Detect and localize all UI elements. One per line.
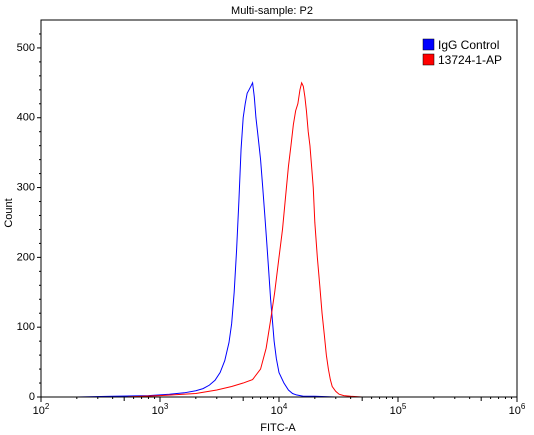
x-tick-label: 104	[271, 402, 288, 417]
x-tick-exponent: 5	[402, 402, 407, 411]
legend-swatch	[422, 38, 435, 51]
y-axis: 0 100 200 300 400 500	[17, 33, 41, 403]
x-tick-label: 105	[390, 402, 407, 417]
y-tick-label: 0	[29, 391, 35, 403]
y-tick-label: 400	[17, 112, 35, 124]
x-tick-mantissa: 10	[271, 405, 283, 417]
x-tick-exponent: 2	[45, 402, 50, 411]
y-tick-label: 500	[17, 42, 35, 54]
x-tick-label: 102	[33, 402, 50, 417]
x-axis-title: FITC-A	[260, 422, 296, 434]
y-axis-title: Count	[3, 198, 15, 227]
chart-title: Multi-sample: P2	[231, 5, 313, 17]
x-axis: 102 103 104 105 106	[33, 397, 526, 417]
x-tick-exponent: 6	[521, 402, 526, 411]
x-tick-exponent: 4	[283, 402, 288, 411]
x-tick-label: 106	[509, 402, 526, 417]
legend-swatch	[422, 53, 435, 66]
series-line	[76, 81, 482, 398]
x-tick-mantissa: 10	[390, 405, 402, 417]
y-tick-label: 100	[17, 321, 35, 333]
data-layer	[76, 81, 482, 398]
x-tick-mantissa: 10	[33, 405, 45, 417]
y-tick-label: 300	[17, 181, 35, 193]
x-tick-mantissa: 10	[509, 405, 521, 417]
y-tick-label: 200	[17, 251, 35, 263]
x-tick-exponent: 3	[164, 402, 169, 411]
plot-frame	[40, 19, 518, 398]
x-tick-mantissa: 10	[152, 405, 164, 417]
legend-label: 13724-1-AP	[438, 53, 502, 67]
legend-label: IgG Control	[438, 38, 499, 52]
series-line	[124, 81, 482, 398]
x-tick-label: 103	[152, 402, 169, 417]
